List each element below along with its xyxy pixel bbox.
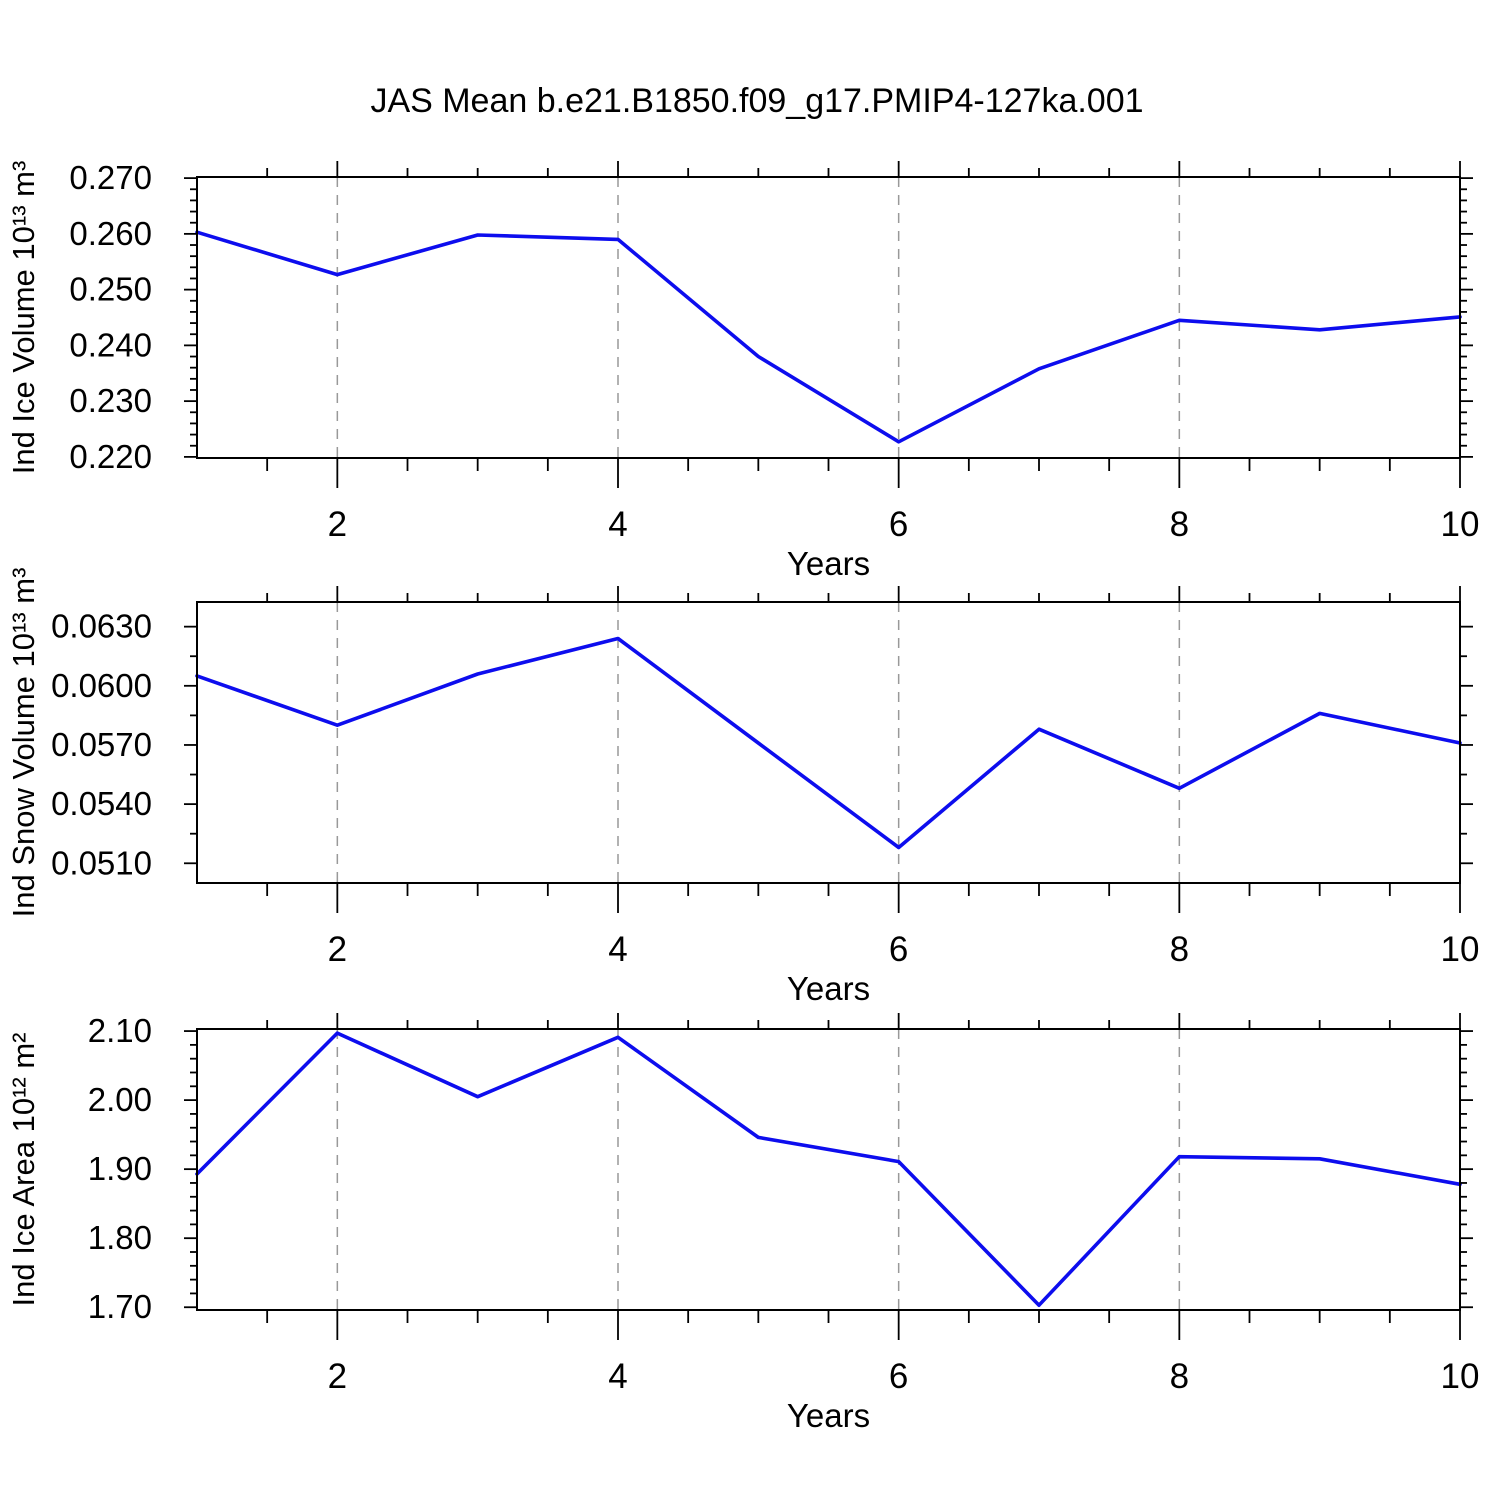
data-line-snow-volume bbox=[195, 636, 1462, 850]
y-axis-title-ice-area: Ind Ice Area 10¹² m² bbox=[6, 1033, 41, 1307]
y-tick-label: 0.250 bbox=[69, 271, 152, 308]
x-tick-label: 4 bbox=[608, 505, 627, 544]
y-tick-label: 0.0600 bbox=[51, 667, 152, 704]
plot-snow-volume: 0.0510 0.0540 0.0570 0.0600 0.0630 2 4 6 8 10 Year… bbox=[6, 568, 1479, 1007]
x-tick-label: 10 bbox=[1441, 505, 1480, 544]
y-tick-label: 1.70 bbox=[88, 1288, 152, 1325]
x-tick-label: 4 bbox=[608, 1357, 627, 1396]
x-tick-label: 6 bbox=[889, 930, 908, 969]
y-tick-label: 0.0540 bbox=[51, 785, 152, 822]
x-tick-label: 2 bbox=[328, 1357, 347, 1396]
x-tick-label: 8 bbox=[1170, 930, 1189, 969]
x-axis-title-ice-volume: Years bbox=[787, 545, 870, 582]
plots-container: 0.220 0.230 0.240 0.250 0.260 0.270 2 4 6 8 10 Year… bbox=[6, 159, 1479, 1434]
y-tick-label: 0.0570 bbox=[51, 726, 152, 763]
x-tick-label: 10 bbox=[1441, 1357, 1480, 1396]
data-line-ice-volume bbox=[195, 230, 1462, 444]
y-tick-label: 0.0510 bbox=[51, 844, 152, 881]
y-tick-label: 0.220 bbox=[69, 438, 152, 475]
x-axis-title-snow-volume: Years bbox=[787, 970, 870, 1007]
y-tick-label: 1.90 bbox=[88, 1150, 152, 1187]
y-tick-label: 2.10 bbox=[88, 1012, 152, 1049]
y-tick-label: 0.260 bbox=[69, 215, 152, 252]
plot-frame bbox=[196, 601, 1461, 884]
plot-frame bbox=[196, 176, 1461, 459]
y-tick-label: 0.240 bbox=[69, 326, 152, 363]
y-tick-label: 0.0630 bbox=[51, 608, 152, 645]
y-tick-label: 2.00 bbox=[88, 1081, 152, 1118]
x-tick-label: 8 bbox=[1170, 1357, 1189, 1396]
x-tick-label: 6 bbox=[889, 505, 908, 544]
data-line-ice-area bbox=[195, 1031, 1462, 1307]
plot-ice-area: 1.70 1.80 1.90 2.00 2.10 2 4 6 8 10 Years Ind Ice A… bbox=[6, 1012, 1479, 1434]
x-tick-label: 2 bbox=[328, 930, 347, 969]
y-axis-title-ice-volume: Ind Ice Volume 10¹³ m³ bbox=[6, 161, 41, 475]
x-tick-label: 8 bbox=[1170, 505, 1189, 544]
y-axis-title-snow-volume: Ind Snow Volume 10¹³ m³ bbox=[6, 568, 41, 918]
plot-frame bbox=[196, 1028, 1461, 1311]
x-tick-label: 4 bbox=[608, 930, 627, 969]
x-tick-label: 10 bbox=[1441, 930, 1480, 969]
plot-ice-volume: 0.220 0.230 0.240 0.250 0.260 0.270 2 4 6 8 10 Year… bbox=[6, 159, 1479, 582]
x-axis-title-ice-area: Years bbox=[787, 1397, 870, 1434]
x-tick-label: 6 bbox=[889, 1357, 908, 1396]
x-tick-label: 2 bbox=[328, 505, 347, 544]
y-tick-label: 0.270 bbox=[69, 159, 152, 196]
figure-title: JAS Mean b.e21.B1850.f09_g17.PMIP4-127ka… bbox=[370, 82, 1143, 120]
y-tick-label: 0.230 bbox=[69, 382, 152, 419]
y-tick-label: 1.80 bbox=[88, 1219, 152, 1256]
